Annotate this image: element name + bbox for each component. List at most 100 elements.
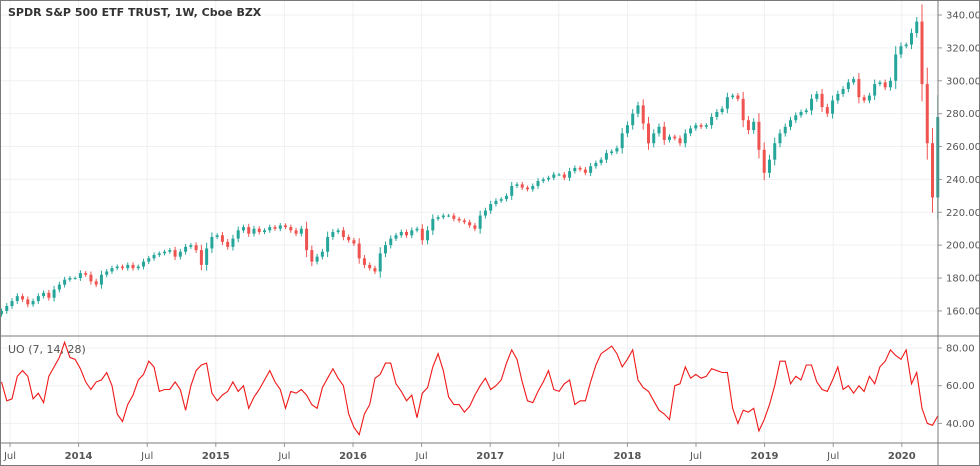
candle-body [405, 232, 409, 236]
candle-body [147, 258, 151, 262]
candle-body [931, 143, 935, 198]
candle-body [773, 143, 777, 160]
oscillator-axis-label: 40.00 [946, 419, 975, 430]
candle-body [746, 120, 750, 131]
candle-body [263, 230, 266, 233]
candle-body [199, 250, 203, 265]
candle-body [73, 278, 77, 280]
oscillator-axis-label: 80.00 [946, 344, 975, 355]
candle-body [762, 149, 766, 173]
candle-body [462, 220, 466, 223]
candle-body [715, 111, 719, 117]
candle-body [473, 225, 477, 229]
candle-body [389, 238, 393, 246]
candle-body [47, 292, 51, 298]
candle-body [26, 299, 30, 305]
oscillator-line [0, 340, 939, 436]
price-axis-label: 220.00 [946, 208, 980, 219]
candle-body [657, 126, 661, 134]
time-axis-label: Jul [140, 451, 153, 462]
candle-body [457, 218, 461, 221]
chart-title: SPDR S&P 500 ETF TRUST, 1W, Cboe BZX [8, 6, 262, 19]
candle-body [589, 166, 593, 173]
candle-body [168, 250, 172, 252]
candle-body [862, 97, 866, 101]
candle-body [909, 33, 913, 45]
candle-body [552, 174, 556, 178]
candle-body [731, 95, 735, 98]
candle-body [205, 248, 209, 265]
candle-body [531, 185, 535, 190]
candle-body [547, 177, 551, 180]
candle-body [720, 108, 724, 112]
candle-body [694, 125, 698, 129]
candle-body [652, 133, 656, 144]
candle-body [173, 250, 177, 257]
candle-body [142, 261, 146, 267]
price-axis-label: 180.00 [946, 274, 980, 285]
candle-body [736, 95, 740, 99]
candle-body [725, 97, 729, 109]
candle-body [99, 274, 103, 285]
candle-body [257, 228, 261, 233]
candle-body [36, 296, 40, 302]
time-axis-label: Jul [552, 451, 565, 462]
candle-body [294, 230, 298, 234]
candle-body [420, 228, 424, 241]
candle-body [347, 236, 351, 241]
candle-body [515, 184, 519, 186]
candle-body [562, 174, 566, 178]
time-axis-label: Jul [277, 451, 290, 462]
candle-body [362, 258, 366, 265]
price-axis-label: 340.00 [946, 11, 980, 22]
candle-body [178, 251, 182, 257]
candle-body [383, 245, 387, 254]
candle-body [231, 238, 235, 247]
candle-body [536, 181, 540, 186]
time-axis-label: 2020 [888, 451, 916, 462]
candle-body [157, 253, 161, 256]
candle-body [520, 184, 524, 188]
candle-body [741, 98, 745, 121]
candle-body [15, 296, 19, 302]
time-axis-label: 2016 [339, 451, 367, 462]
candle-body [447, 215, 451, 217]
candle-body [431, 218, 435, 231]
candle-body [299, 228, 303, 234]
candle-body [68, 278, 72, 280]
candle-body [757, 121, 761, 150]
candle-body [625, 125, 629, 134]
candle-body [526, 187, 529, 190]
candle-body [110, 268, 114, 272]
candle-body [568, 171, 572, 178]
candle-body [94, 281, 98, 285]
candle-body [888, 80, 892, 88]
candle-body [441, 215, 445, 218]
candle-body [641, 105, 645, 124]
candle-body [820, 93, 824, 108]
candle-body [105, 271, 109, 275]
time-axis-label: 2018 [613, 451, 641, 462]
candle-body [794, 115, 798, 121]
candle-body [778, 133, 782, 144]
candle-body [21, 296, 25, 300]
price-axis-label: 200.00 [946, 241, 980, 252]
candle-body [883, 82, 887, 88]
candle-body [578, 167, 582, 170]
candle-body [541, 179, 545, 182]
candle-body [273, 227, 277, 229]
candle-body [126, 264, 130, 269]
candle-body [573, 167, 577, 172]
candle-body [468, 222, 472, 226]
candle-body [42, 292, 46, 297]
candle-body [489, 204, 493, 211]
candle-body [189, 245, 193, 247]
candle-body [904, 44, 908, 47]
candle-body [668, 136, 672, 140]
candle-body [804, 110, 808, 112]
candle-body [378, 253, 382, 272]
candle-body [236, 230, 240, 239]
candle-body [426, 230, 430, 241]
candle-body [783, 126, 787, 134]
